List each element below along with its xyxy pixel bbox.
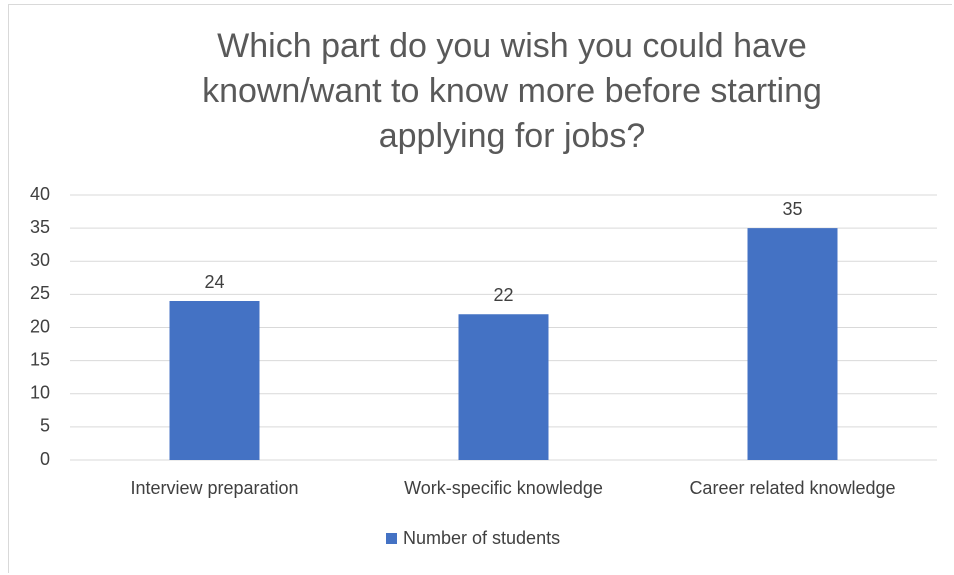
bar: [169, 301, 260, 460]
data-label: 22: [493, 285, 513, 305]
x-tick-label: Interview preparation: [130, 478, 298, 498]
y-tick-label: 30: [30, 250, 50, 270]
y-tick-label: 25: [30, 283, 50, 303]
data-label: 24: [204, 272, 224, 292]
bar: [458, 314, 549, 460]
y-tick-label: 5: [40, 416, 50, 436]
data-label: 35: [782, 199, 802, 219]
legend-marker: [386, 533, 397, 544]
y-tick-label: 0: [40, 449, 50, 469]
chart-title: Which part do you wish you could have kn…: [202, 27, 822, 155]
x-tick-label: Career related knowledge: [689, 478, 895, 498]
y-tick-label: 40: [30, 184, 50, 204]
y-tick-label: 35: [30, 217, 50, 237]
legend-label: Number of students: [403, 528, 560, 548]
chart-frame: [8, 4, 952, 573]
x-tick-label: Work-specific knowledge: [404, 478, 603, 498]
y-tick-label: 15: [30, 349, 50, 369]
y-tick-label: 10: [30, 383, 50, 403]
bar: [747, 228, 838, 460]
y-tick-label: 20: [30, 316, 50, 336]
